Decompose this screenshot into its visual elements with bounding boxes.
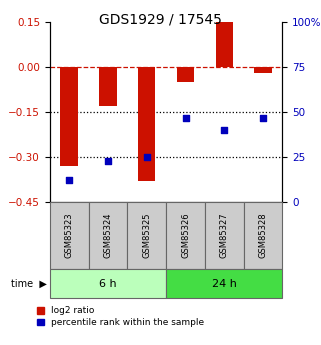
- Text: GSM85326: GSM85326: [181, 213, 190, 258]
- Legend: log2 ratio, percentile rank within the sample: log2 ratio, percentile rank within the s…: [37, 306, 204, 327]
- Text: GSM85324: GSM85324: [103, 213, 112, 258]
- Bar: [244, 202, 282, 269]
- Bar: [60, 67, 78, 166]
- Bar: [205, 202, 244, 269]
- Bar: [99, 67, 117, 106]
- Bar: [138, 67, 155, 181]
- Text: GSM85325: GSM85325: [142, 213, 151, 258]
- Bar: [216, 22, 233, 67]
- Text: 24 h: 24 h: [212, 279, 237, 289]
- Point: [261, 115, 266, 120]
- Bar: [127, 202, 166, 269]
- Text: GSM85323: GSM85323: [65, 213, 74, 258]
- Text: 6 h: 6 h: [99, 279, 117, 289]
- Text: GDS1929 / 17545: GDS1929 / 17545: [99, 12, 222, 26]
- Bar: [177, 67, 194, 82]
- Text: time  ▶: time ▶: [11, 279, 47, 289]
- Text: GSM85327: GSM85327: [220, 213, 229, 258]
- Bar: [50, 269, 166, 298]
- Point: [105, 158, 110, 163]
- Bar: [254, 67, 272, 73]
- Text: GSM85328: GSM85328: [259, 213, 268, 258]
- Point: [183, 115, 188, 120]
- Bar: [50, 202, 89, 269]
- Bar: [166, 202, 205, 269]
- Bar: [89, 202, 127, 269]
- Point: [144, 154, 149, 160]
- Bar: [166, 269, 282, 298]
- Point: [66, 178, 72, 183]
- Point: [222, 127, 227, 133]
